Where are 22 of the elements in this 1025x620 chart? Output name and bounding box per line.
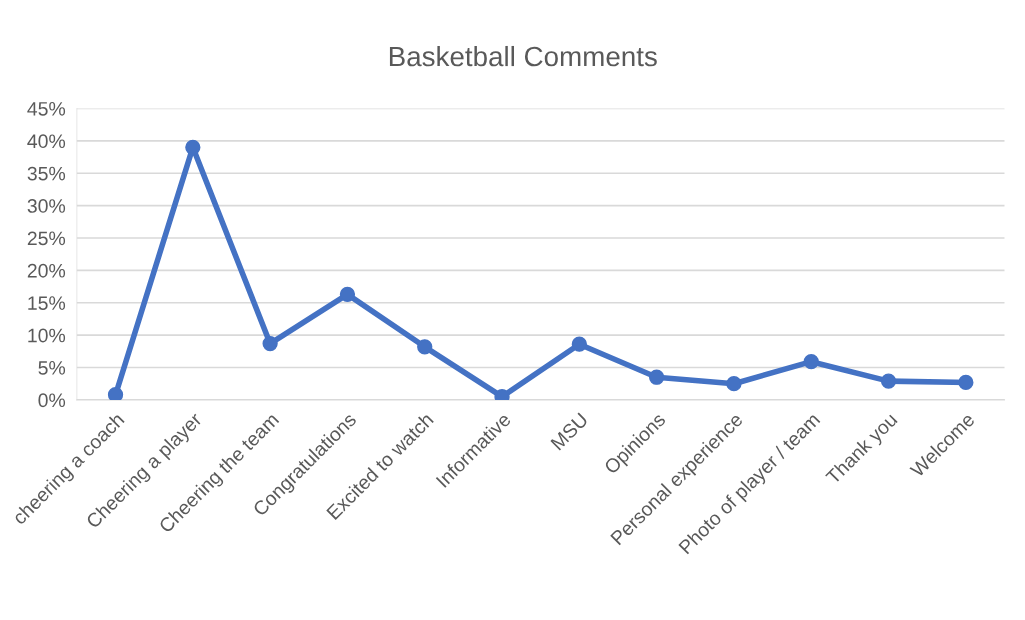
point [417, 339, 433, 355]
point [262, 335, 278, 352]
y-tick-label: 35% [27, 166, 66, 181]
point [185, 139, 201, 155]
chart-title: Basketball Comments [389, 45, 657, 67]
y-tick-label: 45% [27, 102, 66, 116]
y-tick-label: 10% [28, 328, 66, 343]
point [880, 373, 897, 389]
y-tick-label: 5% [38, 361, 66, 375]
point [958, 374, 974, 391]
point [339, 286, 356, 302]
point [571, 336, 587, 352]
y-tick-label: 20% [27, 263, 66, 278]
point [649, 369, 665, 385]
y-tick-label: 25% [27, 231, 66, 246]
point [726, 376, 742, 392]
y-tick-label: 0% [38, 393, 66, 408]
y-tick-label: 40% [27, 134, 66, 149]
point [107, 387, 124, 400]
y-tick-label: 30% [27, 199, 66, 213]
point [803, 354, 819, 370]
y-tick-label: 15% [28, 296, 66, 310]
